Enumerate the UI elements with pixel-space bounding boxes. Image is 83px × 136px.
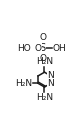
Text: H₂N: H₂N (36, 57, 53, 66)
Text: N: N (47, 79, 54, 88)
Text: N: N (47, 71, 54, 80)
Text: O: O (39, 54, 46, 63)
Text: H₂N: H₂N (15, 79, 32, 88)
Text: O: O (34, 44, 41, 53)
Text: O: O (39, 33, 46, 42)
Text: HO: HO (17, 44, 31, 53)
Text: OH: OH (53, 44, 67, 53)
Text: S: S (40, 43, 46, 53)
Text: H₂N: H₂N (36, 93, 53, 102)
